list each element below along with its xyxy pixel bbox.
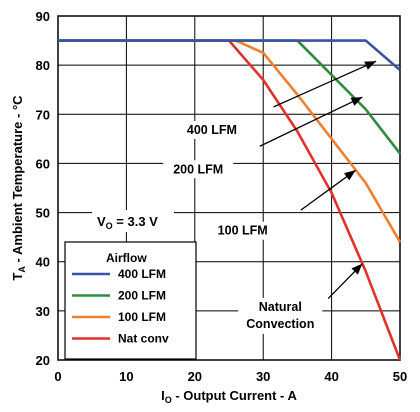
svg-text:VO = 3.3 V: VO = 3.3 V	[97, 214, 158, 231]
x-axis-title-sub: O	[165, 395, 172, 405]
x-tick-label-0: 0	[54, 369, 61, 384]
x-tick-label-5: 50	[393, 369, 407, 384]
annotation-bg-natural-convection	[238, 297, 323, 334]
annotations: 400 LFM 200 LFM 100 LFM Natural Convection	[163, 120, 323, 334]
y-axis-title: TA - Ambient Temperature - °C	[10, 95, 27, 281]
y-tick-label-6: 80	[36, 58, 50, 73]
y-tick-label-0: 20	[36, 353, 50, 368]
y-tick-label-3: 50	[36, 206, 50, 221]
legend: Airflow 400 LFM 200 LFM 100 LFM Nat conv	[64, 241, 197, 360]
y-tick-label-4: 60	[36, 156, 50, 171]
y-tick-label-1: 30	[36, 304, 50, 319]
annotation-bg-100-lfm	[207, 221, 278, 240]
annotation-natural-convection: Natural	[259, 300, 302, 314]
arrow-line-200-lfm	[259, 96, 363, 147]
arrowhead-100-lfm	[343, 170, 356, 181]
y-axis-title-main: T	[10, 273, 25, 281]
x-axis-title-main: I	[161, 388, 165, 403]
annotation-200-lfm: 200 LFM	[173, 162, 223, 176]
annotation-100-lfm: 100 LFM	[218, 224, 268, 238]
annotation-bg-400-lfm	[176, 120, 247, 139]
y-tick-label-2: 40	[36, 255, 50, 270]
legend-items: 400 LFM 200 LFM 100 LFM Nat conv	[72, 267, 169, 346]
x-axis-title: IO - Output Current - A	[161, 388, 297, 405]
x-axis-title-rest: - Output Current - A	[172, 388, 298, 403]
arrow-line-400-lfm	[273, 60, 377, 108]
y-tick-labels: 20 30 40 50 60 70 80 90	[36, 9, 50, 368]
y-axis-title-rest: - Ambient Temperature - °C	[10, 95, 25, 266]
condition-subscript: O	[106, 221, 113, 231]
x-tick-labels: 0 10 20 30 40 50	[54, 369, 407, 384]
legend-label-nat-conv: Nat conv	[118, 332, 169, 346]
condition-v: V	[97, 214, 106, 229]
series-lines	[58, 39, 402, 361]
x-tick-label-1: 10	[119, 369, 133, 384]
series-line-400-lfm	[58, 39, 401, 72]
legend-label-100-lfm: 100 LFM	[118, 310, 166, 324]
arrow-line-100-lfm	[300, 169, 356, 211]
arrowhead-400-lfm	[364, 61, 377, 70]
annotation-arrows	[259, 60, 377, 300]
arrowhead-natural-convection	[351, 263, 363, 275]
legend-title: Airflow	[106, 251, 147, 265]
arrowhead-200-lfm	[350, 97, 363, 106]
y-tick-label-5: 70	[36, 107, 50, 122]
annotation-natural-convection-line2: Convection	[246, 317, 314, 331]
condition-label: VO = 3.3 V	[92, 210, 174, 232]
legend-label-400-lfm: 400 LFM	[118, 267, 166, 281]
plot-frame	[57, 15, 401, 361]
condition-background	[92, 210, 174, 232]
y-axis-title-sub: A	[17, 266, 27, 273]
condition-value: = 3.3 V	[113, 214, 158, 229]
annotation-bg-200-lfm	[163, 160, 234, 179]
x-tick-label-3: 30	[256, 369, 270, 384]
legend-label-200-lfm: 200 LFM	[118, 289, 166, 303]
y-tick-label-7: 90	[36, 9, 50, 24]
x-tick-label-4: 40	[324, 369, 338, 384]
annotation-400-lfm: 400 LFM	[187, 123, 237, 137]
x-tick-label-2: 20	[188, 369, 202, 384]
